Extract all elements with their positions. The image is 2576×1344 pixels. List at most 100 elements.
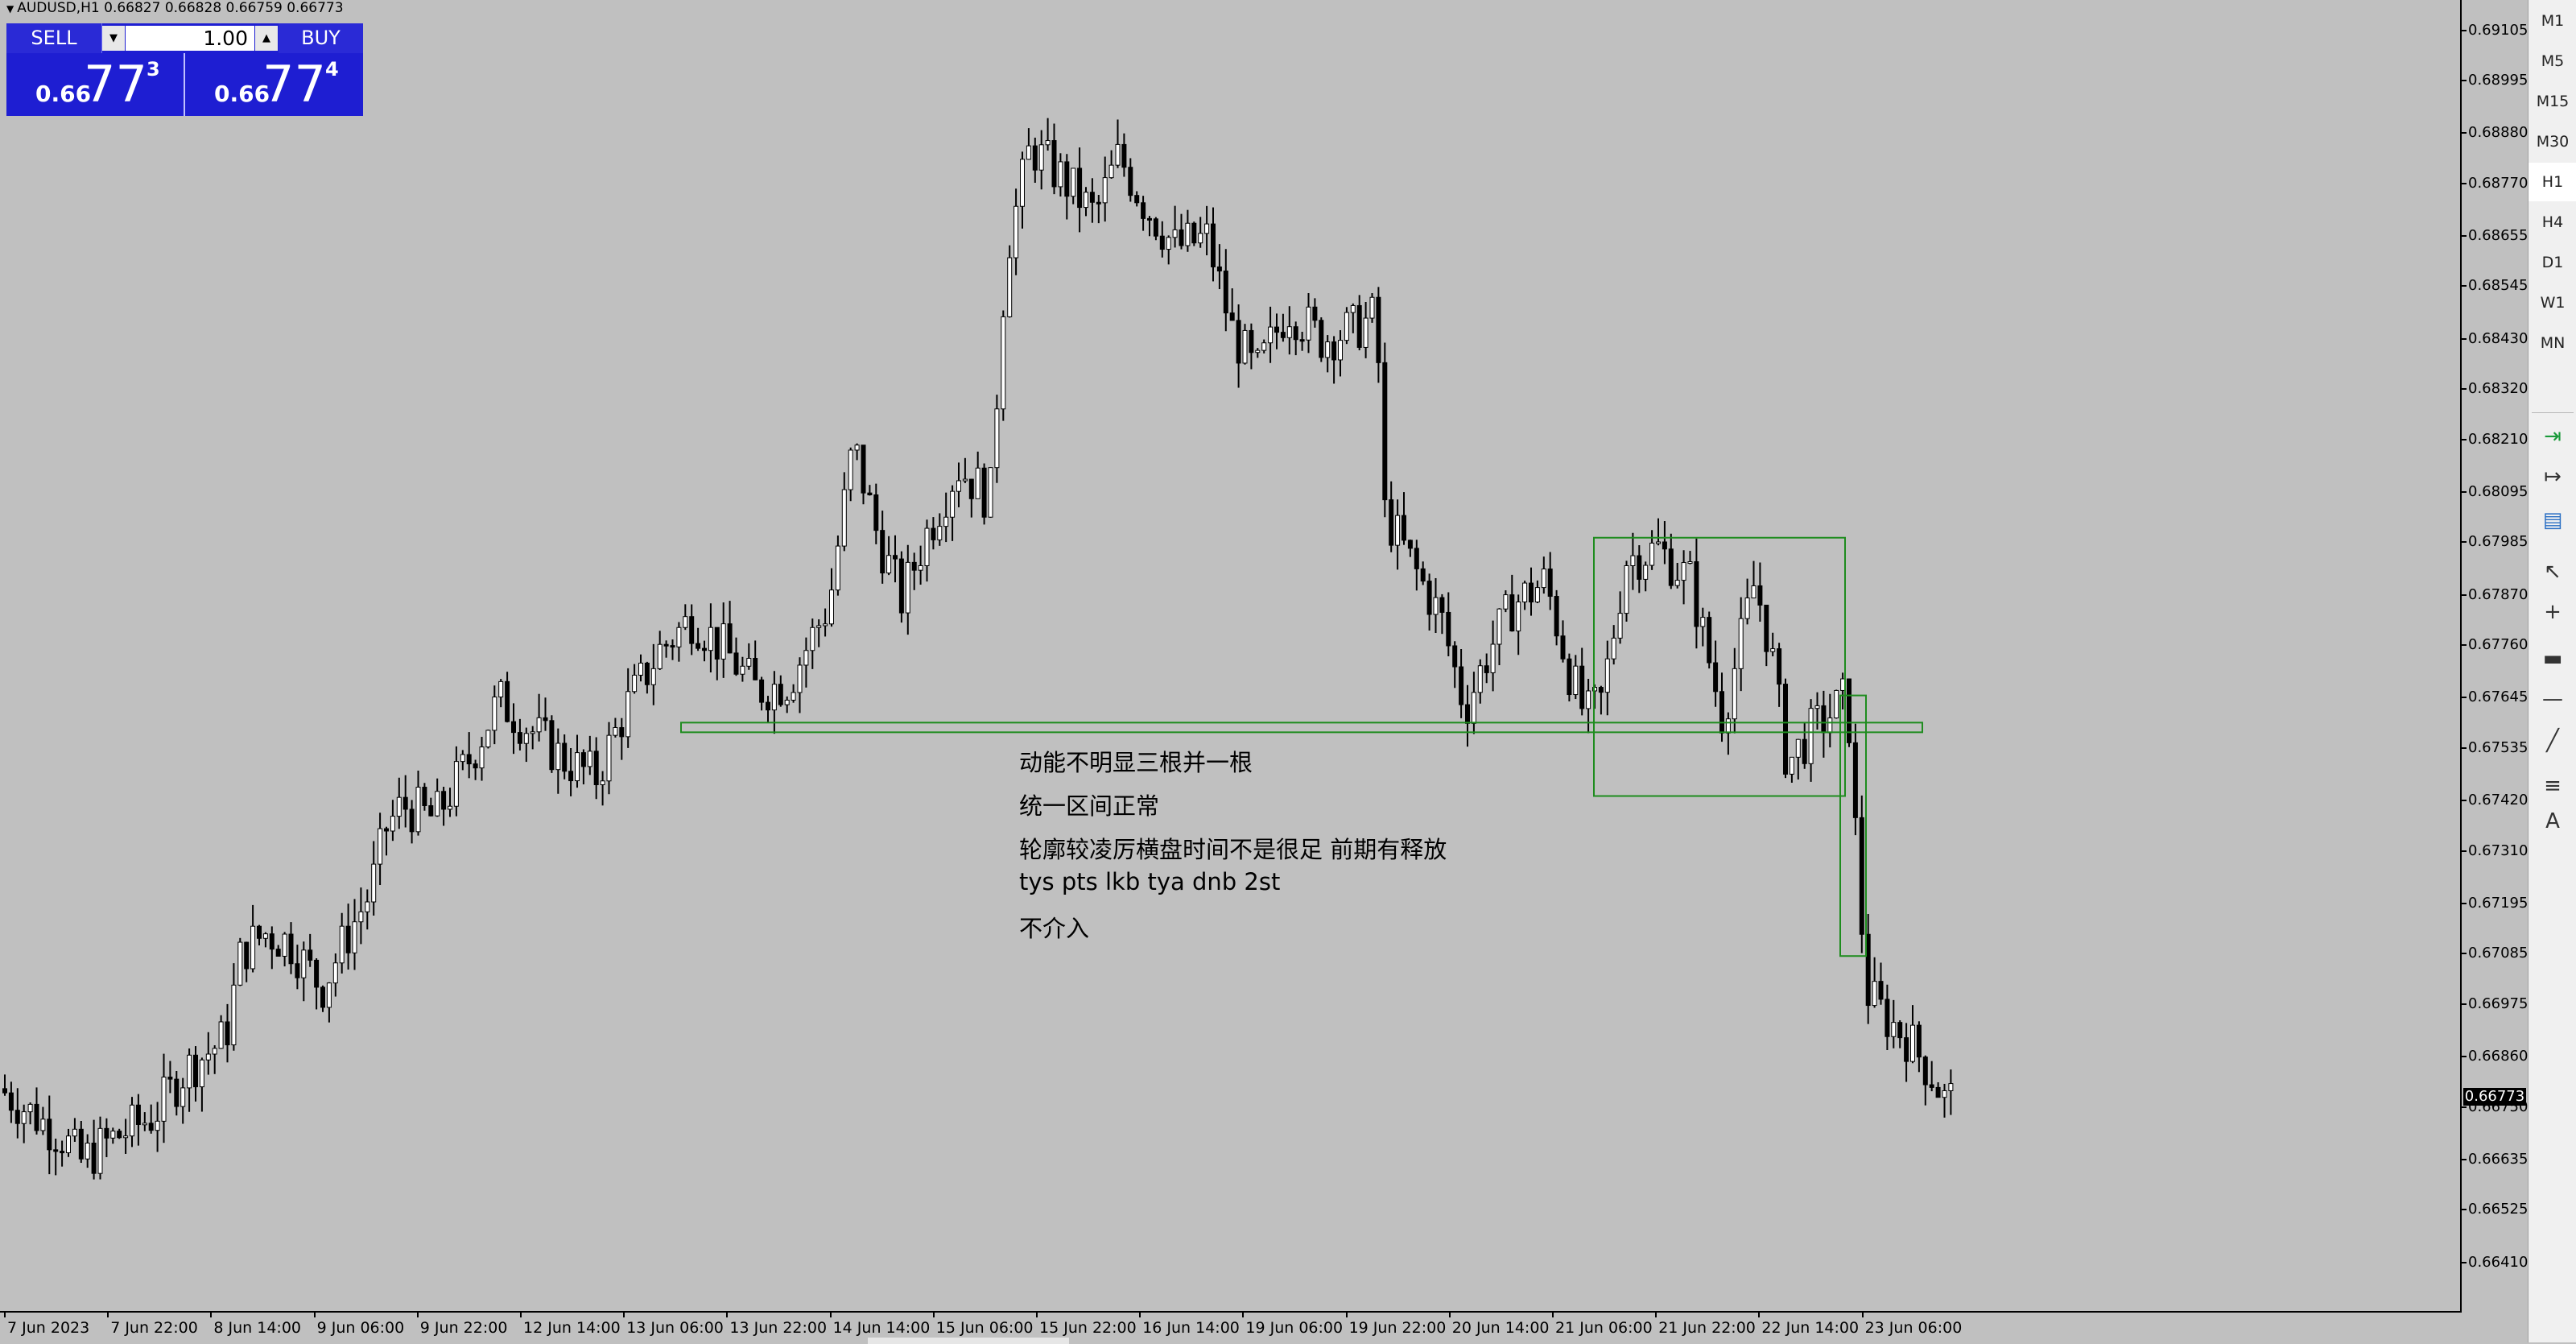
candle xyxy=(1777,643,1782,707)
candle xyxy=(994,395,1000,483)
price-tick xyxy=(2462,800,2467,802)
price-tick xyxy=(2462,337,2467,340)
candle xyxy=(142,1112,147,1131)
candle xyxy=(1865,913,1871,1024)
candle xyxy=(988,467,993,518)
breakout-candle-box[interactable] xyxy=(1839,694,1867,957)
candle xyxy=(1013,188,1019,275)
crosshair-icon[interactable]: + xyxy=(2544,600,2562,624)
candle xyxy=(1064,154,1070,220)
candle xyxy=(1694,538,1699,649)
candle xyxy=(816,619,822,647)
candle xyxy=(568,748,574,796)
timeframe-d1[interactable]: D1 xyxy=(2541,254,2564,271)
price-chart[interactable] xyxy=(0,0,2460,1311)
consolidation-range-box[interactable] xyxy=(1593,536,1846,797)
note-text[interactable]: 动能不明显三根并一根 xyxy=(1019,749,1253,776)
candle xyxy=(1319,317,1324,362)
timeframe-m15[interactable]: M15 xyxy=(2536,93,2570,110)
candle xyxy=(460,750,465,771)
candle xyxy=(110,1127,116,1144)
horizontal-line-icon[interactable]: — xyxy=(2542,687,2563,711)
time-label: 20 Jun 14:00 xyxy=(1451,1319,1550,1337)
candle xyxy=(1198,217,1203,248)
candle xyxy=(314,958,320,1010)
sell-price[interactable]: 0.66 77 3 xyxy=(6,53,185,116)
sell-price-fraction: 3 xyxy=(147,58,160,81)
note-text[interactable]: tys pts lkb tya dnb 2st xyxy=(1019,868,1281,895)
candle xyxy=(1541,556,1546,594)
time-tick xyxy=(520,1313,522,1317)
price-label: 0.66525 xyxy=(2468,1201,2529,1218)
candle xyxy=(1058,153,1063,197)
lot-size-input[interactable]: 1.00 xyxy=(126,26,254,51)
candle xyxy=(549,715,555,773)
fibonacci-icon[interactable]: ≡ xyxy=(2544,774,2562,798)
lot-increase-button[interactable]: ▲ xyxy=(255,26,278,51)
price-axis[interactable]: 0.69105 0.68995 0.68880 0.68770 0.68655 0.685… xyxy=(2460,0,2529,1311)
auto-scroll-icon[interactable]: ⇥ xyxy=(2544,424,2562,449)
candle xyxy=(810,618,815,669)
candle xyxy=(1567,653,1572,702)
timeframe-m1[interactable]: M1 xyxy=(2541,12,2565,30)
candle xyxy=(861,445,866,505)
time-axis[interactable]: 7 Jun 2023 7 Jun 22:00 8 Jun 14:00 9 Jun 06… xyxy=(0,1311,2462,1344)
candle xyxy=(1439,593,1445,635)
indicator-window-icon[interactable]: ▤ xyxy=(2542,508,2563,532)
price-tick xyxy=(2462,1056,2467,1058)
timeframe-mn[interactable]: MN xyxy=(2540,334,2566,352)
candle xyxy=(523,727,529,763)
chart-menu-icon[interactable]: ▼ xyxy=(6,3,14,14)
lot-decrease-button[interactable]: ▼ xyxy=(102,26,125,51)
candle xyxy=(702,640,707,662)
rectangle-icon[interactable]: ▬ xyxy=(2542,647,2563,671)
candle xyxy=(167,1061,173,1094)
trendline-icon[interactable]: ╱ xyxy=(2546,729,2559,753)
support-zone-rectangle[interactable] xyxy=(680,722,1923,734)
text-tool-icon[interactable]: A xyxy=(2545,809,2560,833)
candle xyxy=(250,904,256,973)
cursor-icon[interactable]: ↖ xyxy=(2544,560,2562,584)
price-tick xyxy=(2462,132,2467,134)
timeframe-h1[interactable]: H1 xyxy=(2529,163,2576,201)
buy-button[interactable]: BUY xyxy=(279,23,363,53)
timeframe-m5[interactable]: M5 xyxy=(2541,52,2565,70)
candle xyxy=(40,1106,46,1135)
candle xyxy=(1713,640,1719,707)
price-label: 0.66860 xyxy=(2468,1048,2529,1065)
candle xyxy=(676,622,682,662)
time-label: 7 Jun 2023 xyxy=(7,1319,90,1337)
note-text[interactable]: 轮廓较凌厉横盘时间不是很足 前期有释放 xyxy=(1019,836,1447,863)
timeframe-h4[interactable]: H4 xyxy=(2541,213,2564,231)
chart-scrollbar[interactable] xyxy=(868,1338,1069,1344)
buy-price[interactable]: 0.66 77 4 xyxy=(185,53,363,116)
time-label: 22 Jun 14:00 xyxy=(1761,1319,1860,1337)
time-label: 21 Jun 22:00 xyxy=(1658,1319,1756,1337)
price-tick xyxy=(2462,388,2467,391)
candle xyxy=(199,1057,204,1112)
candle xyxy=(1084,187,1088,217)
candle xyxy=(1522,581,1528,610)
candle xyxy=(130,1097,134,1148)
candle xyxy=(791,684,796,703)
candle xyxy=(898,551,904,623)
candle xyxy=(1534,580,1540,604)
candle xyxy=(803,637,809,688)
candle xyxy=(1344,307,1349,345)
note-text[interactable]: 不介入 xyxy=(1019,915,1090,942)
candle xyxy=(1007,245,1013,318)
timeframe-m30[interactable]: M30 xyxy=(2536,133,2570,151)
candle xyxy=(1242,324,1248,365)
candle xyxy=(47,1095,52,1175)
candle xyxy=(1604,640,1610,716)
sell-button[interactable]: SELL xyxy=(6,23,102,53)
chart-shift-icon[interactable]: ↦ xyxy=(2544,465,2562,489)
note-text[interactable]: 统一区间正常 xyxy=(1019,792,1160,820)
timeframe-w1[interactable]: W1 xyxy=(2540,294,2566,312)
candle xyxy=(562,734,568,780)
candle xyxy=(911,552,917,590)
candle xyxy=(600,771,605,806)
candle xyxy=(1719,672,1724,742)
candle xyxy=(466,732,472,779)
chart-area[interactable] xyxy=(0,0,2460,1311)
